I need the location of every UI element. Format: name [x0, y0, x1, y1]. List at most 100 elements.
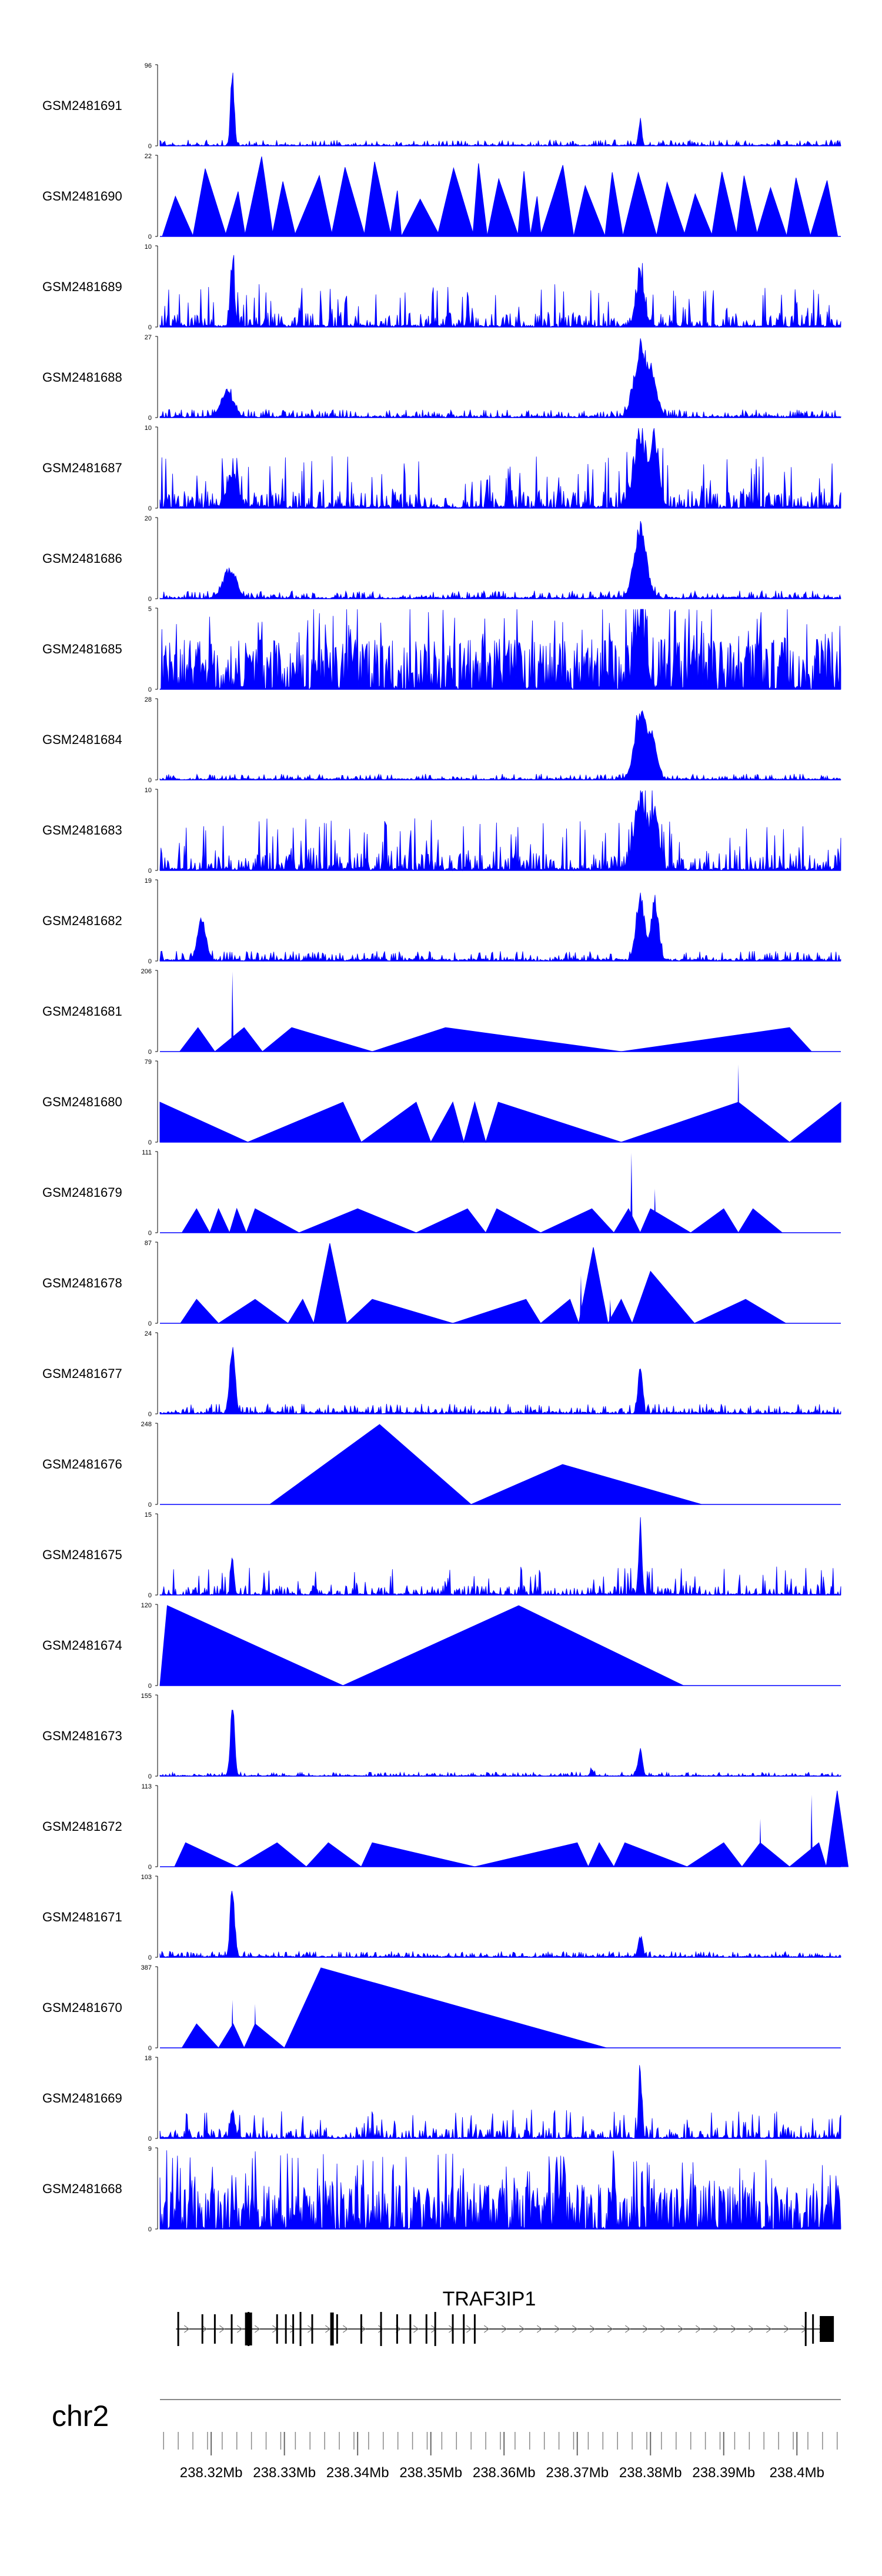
- gene-strand-arrow: [202, 2325, 208, 2333]
- axis-tick-label: 238.34Mb: [326, 2465, 389, 2481]
- track-ymin-label: 0: [148, 2226, 152, 2233]
- coverage-area: [159, 1710, 841, 1777]
- track-label: GSM2481669: [42, 2091, 122, 2105]
- track-ymin-label: 0: [148, 1230, 152, 1237]
- gene-label: TRAF3IP1: [443, 2288, 536, 2310]
- track-GSM2481685: GSM2481685 5 0: [42, 606, 841, 693]
- track-ymax-label: 19: [145, 877, 152, 885]
- gene-strand-arrow: [325, 2325, 331, 2333]
- coverage-area: [159, 892, 841, 962]
- track-ymax-label: 103: [141, 1874, 152, 1881]
- gene-exon: [230, 2314, 233, 2344]
- gene-exon: [396, 2314, 398, 2344]
- track-GSM2481691: GSM2481691 96 0: [42, 62, 841, 150]
- gene-strand-arrow: [519, 2325, 525, 2333]
- track-label: GSM2481679: [42, 1185, 122, 1200]
- track-ymin-label: 0: [148, 233, 152, 241]
- track-GSM2481670: GSM2481670 387 0: [42, 1964, 841, 2052]
- track-ymax-label: 24: [145, 1330, 152, 1337]
- track-ymin-label: 0: [148, 1139, 152, 1146]
- track-GSM2481688: GSM2481688 27 0: [42, 334, 841, 422]
- track-ymax-label: 113: [141, 1783, 152, 1790]
- coverage-area: [159, 428, 841, 509]
- track-label: GSM2481673: [42, 1729, 122, 1743]
- gene-exon: [177, 2312, 179, 2346]
- track-ymin-label: 0: [148, 1501, 152, 1509]
- gene-exon: [213, 2314, 216, 2344]
- gene-structure: [176, 2312, 834, 2346]
- track-ymax-label: 9: [148, 2145, 152, 2153]
- track-ymin-label: 0: [148, 1683, 152, 1690]
- gene-strand-arrow: [413, 2325, 419, 2333]
- gene-exon: [425, 2314, 427, 2344]
- gene-strand-arrow: [572, 2325, 578, 2333]
- track-label: GSM2481690: [42, 189, 122, 203]
- track-label: GSM2481668: [42, 2181, 122, 2196]
- gene-exon: [292, 2314, 295, 2344]
- axis-tick-label: 238.35Mb: [399, 2465, 462, 2481]
- coverage-spike: [737, 1065, 740, 1142]
- track-ymax-label: 15: [145, 1511, 152, 1519]
- axis-tick-label: 238.39Mb: [692, 2465, 755, 2481]
- track-GSM2481669: GSM2481669 18 0: [42, 2055, 841, 2143]
- coverage-spike: [231, 972, 234, 1052]
- track-ymax-label: 79: [145, 1059, 152, 1066]
- track-ymax-label: 120: [141, 1602, 152, 1609]
- track-ymax-label: 10: [145, 787, 152, 794]
- track-ymax-label: 87: [145, 1240, 152, 1247]
- track-label: GSM2481689: [42, 279, 122, 294]
- track-ymin-label: 0: [148, 143, 152, 150]
- track-ymax-label: 96: [145, 62, 152, 69]
- track-ymax-label: 111: [142, 1149, 152, 1156]
- track-ymin-label: 0: [148, 1049, 152, 1056]
- gene-strand-arrow: [290, 2325, 296, 2333]
- gene-strand-arrow: [554, 2325, 560, 2333]
- axis-tick-label: 238.33Mb: [253, 2465, 316, 2481]
- coverage-area: [159, 1517, 841, 1596]
- track-label: GSM2481681: [42, 1004, 122, 1019]
- coverage-area: [162, 156, 838, 238]
- gene-strand-arrow: [731, 2325, 737, 2333]
- track-GSM2481684: GSM2481684 28 0: [42, 696, 841, 784]
- coverage-spike: [253, 2004, 256, 2048]
- track-ymin-label: 0: [148, 324, 152, 331]
- coverage-area: [159, 790, 841, 872]
- gene-strand-arrow: [643, 2325, 649, 2333]
- track-GSM2481681: GSM2481681 206 0: [42, 968, 841, 1056]
- track-ymax-label: 5: [148, 606, 152, 613]
- track-ymin-label: 0: [148, 2045, 152, 2052]
- track-ymax-label: 387: [141, 1964, 152, 1971]
- gene-model: TRAF3IP1: [176, 2288, 834, 2346]
- coverage-tracks: GSM2481691960GSM2481690220GSM2481689100G…: [42, 62, 849, 2233]
- gene-utr-block: [820, 2316, 834, 2342]
- track-GSM2481680: GSM2481680 79 0: [42, 1059, 841, 1146]
- coverage-area: [159, 338, 841, 419]
- gene-exon: [201, 2314, 203, 2344]
- gene-exon: [434, 2312, 436, 2346]
- track-GSM2481690: GSM2481690 22 0: [42, 153, 841, 241]
- coverage-area: [180, 1243, 786, 1324]
- gene-exon: [804, 2312, 807, 2346]
- gene-strand-arrow: [255, 2325, 260, 2333]
- coverage-spike: [630, 1153, 633, 1233]
- track-GSM2481677: GSM2481677 24 0: [42, 1330, 841, 1418]
- track-label: GSM2481677: [42, 1366, 122, 1381]
- track-ymin-label: 0: [148, 1592, 152, 1599]
- coverage-area: [181, 1967, 607, 2049]
- coverage-spike: [231, 2000, 234, 2048]
- track-ymin-label: 0: [148, 1411, 152, 1418]
- gene-strand-arrow: [502, 2325, 507, 2333]
- gene-exon: [380, 2312, 382, 2346]
- track-ymax-label: 10: [145, 243, 152, 251]
- gene-strand-arrow: [713, 2325, 719, 2333]
- track-ymax-label: 18: [145, 2055, 152, 2062]
- track-label: GSM2481672: [42, 1819, 122, 1834]
- axis-tick-label: 238.36Mb: [473, 2465, 536, 2481]
- gene-exon: [473, 2314, 476, 2344]
- gene-strand-arrow: [784, 2325, 790, 2333]
- coverage-area: [159, 1891, 841, 1958]
- track-ymax-label: 206: [141, 968, 152, 975]
- gene-strand-arrow: [590, 2325, 596, 2333]
- track-label: GSM2481676: [42, 1457, 122, 1471]
